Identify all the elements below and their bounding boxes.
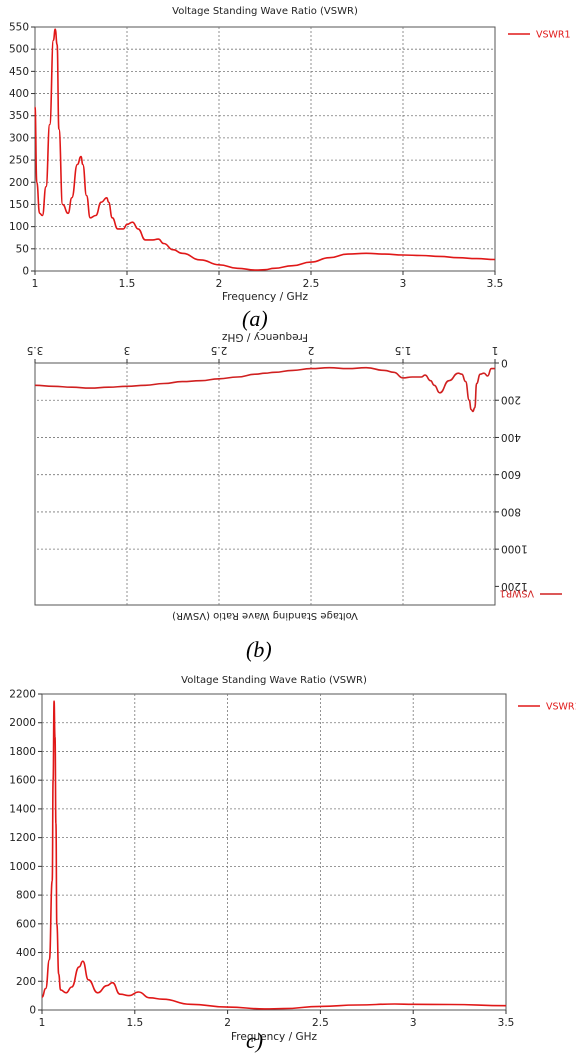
x-tick-label: 3 [124, 344, 131, 356]
x-tick-label: 1 [492, 344, 499, 356]
y-tick-label: 50 [16, 243, 29, 255]
y-tick-label: 250 [9, 155, 29, 167]
x-tick-label: 1 [39, 1017, 46, 1029]
y-tick-label: 600 [16, 918, 36, 930]
y-tick-label: 1000 [501, 543, 528, 555]
series-line-0 [34, 366, 495, 413]
caption-c: c) [246, 1028, 264, 1053]
x-tick-label: 2.5 [312, 1017, 329, 1029]
x-axis-label: Frequency / GHz [222, 291, 308, 303]
y-tick-label: 800 [501, 505, 521, 517]
y-tick-label: 500 [9, 44, 29, 56]
y-tick-label: 100 [9, 221, 29, 233]
y-tick-label: 1600 [9, 775, 36, 787]
y-tick-label: 1200 [9, 832, 36, 844]
x-axis-label: Frequency / GHz [231, 1031, 317, 1043]
chart-content-1: 1 1.5 2 2.5 3 3.5 0 200 400 600 800 1000 1200 Voltage… [27, 331, 562, 621]
x-tick-label: 1.5 [395, 344, 412, 356]
x-tick-label: 2 [216, 278, 223, 290]
y-tick-label: 1400 [9, 803, 36, 815]
chart-a: 1 1.5 2 2.5 3 3.5 0 50 100 150 200 250 300 350 400 450 5… [9, 6, 571, 303]
series-line-0 [41, 700, 507, 1010]
y-tick-label: 0 [22, 266, 29, 278]
chart-c: 1 1.5 2 2.5 3 3.5 0 200 400 600 800 1000 1200 1400 160… [9, 675, 576, 1043]
chart-content-2: 1 1.5 2 2.5 3 3.5 0 200 400 600 800 1000 1200 1400 160… [9, 675, 576, 1043]
y-tick-label: 200 [501, 394, 521, 406]
x-tick-label: 3.5 [487, 278, 504, 290]
y-tick-label: 150 [9, 199, 29, 211]
y-tick-label: 0 [29, 1005, 36, 1017]
x-tick-label: 2.5 [211, 344, 228, 356]
plot-area [34, 26, 496, 272]
x-tick-label: 3 [400, 278, 407, 290]
chart-content-0: 1 1.5 2 2.5 3 3.5 0 50 100 150 200 250 300 350 400 450 5… [9, 6, 571, 303]
y-tick-label: 200 [16, 976, 36, 988]
x-tick-label: 3 [410, 1017, 417, 1029]
legend-label: VSWR1 [499, 588, 534, 599]
y-tick-label: 0 [501, 357, 508, 369]
y-tick-label: 1000 [9, 861, 36, 873]
x-axis-label: Frequency / GHz [222, 331, 308, 343]
legend-label: VSWR1 [546, 702, 576, 713]
x-tick-label: 3.5 [27, 344, 44, 356]
plot-area [34, 362, 496, 606]
y-tick-label: 300 [9, 132, 29, 144]
x-tick-label: 2 [224, 1017, 231, 1029]
y-tick-label: 1200 [501, 580, 528, 592]
chart-title: Voltage Standing Wave Ratio (VSWR) [172, 6, 358, 17]
y-tick-label: 350 [9, 110, 29, 122]
x-tick-label: 1 [32, 278, 39, 290]
x-tick-label: 2.5 [303, 278, 320, 290]
chart-b: 1 1.5 2 2.5 3 3.5 0 200 400 600 800 1000 1200 Voltage… [27, 331, 562, 621]
chart-title: Voltage Standing Wave Ratio (VSWR) [181, 675, 367, 686]
y-tick-label: 400 [16, 947, 36, 959]
caption-b: (b) [246, 637, 272, 662]
y-tick-label: 800 [16, 890, 36, 902]
y-tick-label: 550 [9, 22, 29, 34]
y-tick-label: 1800 [9, 746, 36, 758]
chart-title: Voltage Standing Wave Ratio (VSWR) [172, 610, 358, 621]
y-tick-label: 400 [501, 431, 521, 443]
x-tick-label: 2 [308, 344, 315, 356]
y-tick-label: 200 [9, 177, 29, 189]
y-tick-label: 400 [9, 88, 29, 100]
y-tick-label: 450 [9, 66, 29, 78]
plot-area [41, 693, 507, 1011]
y-tick-label: 2200 [9, 689, 36, 701]
caption-a: (a) [242, 306, 268, 331]
x-tick-label: 1.5 [119, 278, 136, 290]
y-tick-label: 2000 [9, 717, 36, 729]
legend-label: VSWR1 [536, 30, 571, 41]
x-tick-label: 3.5 [498, 1017, 515, 1029]
x-tick-label: 1.5 [126, 1017, 143, 1029]
y-tick-label: 600 [501, 468, 521, 480]
series-line-0 [34, 28, 496, 271]
